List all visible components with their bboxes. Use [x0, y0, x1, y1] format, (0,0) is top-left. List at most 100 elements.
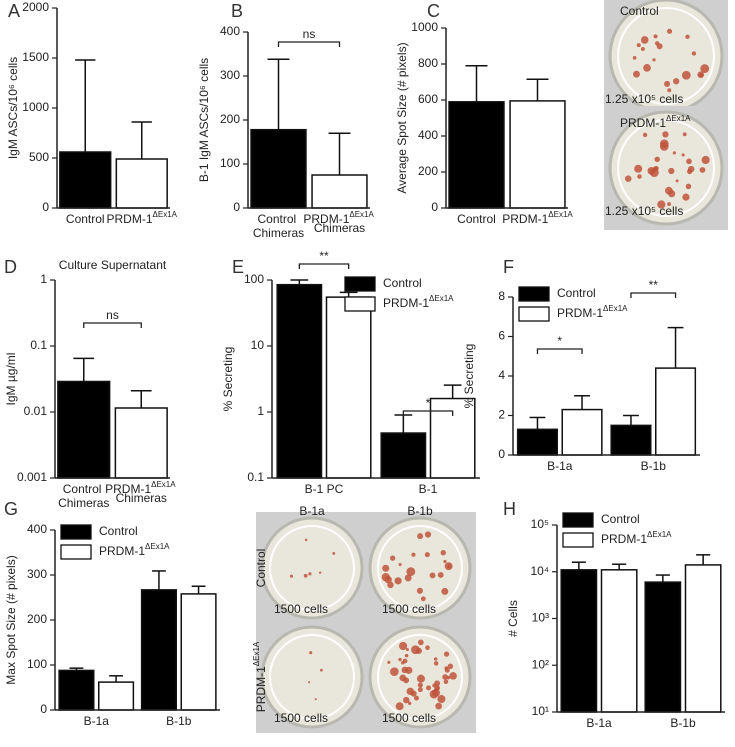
bar: [560, 569, 598, 713]
spot: [443, 651, 450, 657]
panel-letter: G: [4, 499, 18, 519]
spot: [700, 64, 710, 74]
spot: [433, 661, 439, 666]
spot: [415, 647, 422, 654]
spot: [681, 70, 691, 80]
x-tick-label: PRDM-1ΔEx1A: [107, 210, 178, 226]
spot: [653, 34, 658, 39]
spot: [308, 681, 311, 684]
image-column-label: B-1b: [407, 504, 433, 518]
spot: [318, 571, 322, 574]
spot: [640, 36, 649, 44]
spot: [691, 51, 697, 56]
x-tick-label: B-1a: [547, 459, 573, 473]
image-caption: 1500 cells: [382, 711, 436, 725]
y-tick-label: 0.01: [24, 404, 48, 418]
image-caption: 1500 cells: [274, 602, 328, 616]
bar: [610, 424, 652, 456]
spot: [437, 694, 446, 704]
spot: [417, 687, 423, 693]
y-tick-label: 100: [27, 657, 47, 671]
bar: [684, 564, 722, 713]
panel-letter: B: [231, 1, 243, 21]
spot: [441, 587, 449, 595]
spot: [699, 167, 706, 173]
spot: [398, 641, 408, 651]
spot: [390, 667, 399, 677]
legend-label: Control: [383, 276, 422, 290]
spot: [662, 131, 669, 138]
y-tick-label: 1500: [22, 50, 49, 64]
y-tick-label: 10⁵: [531, 517, 549, 531]
y-axis-label: Average Spot Size (# pixels): [395, 42, 409, 193]
spot: [657, 200, 666, 209]
image-label: PRDM-1ΔEx1A: [620, 114, 691, 130]
bar: [600, 569, 638, 713]
spot: [636, 43, 641, 48]
spot: [320, 668, 323, 672]
y-tick-label: 4: [498, 368, 505, 382]
bar: [276, 283, 323, 479]
significance-label: **: [649, 278, 659, 292]
spot: [289, 574, 294, 578]
spot: [449, 672, 457, 680]
spot: [687, 165, 695, 173]
significance-label: *: [426, 396, 431, 410]
spot: [447, 663, 454, 669]
y-axis-label: IgM ASCs/10⁶ cells: [6, 57, 20, 159]
x-tick-label: B-1b: [670, 716, 696, 730]
spot: [701, 155, 710, 165]
bar: [655, 367, 697, 456]
x-tick-label: B-1b: [166, 714, 192, 728]
spot: [442, 674, 449, 680]
plate-rim: [269, 634, 355, 720]
spot: [633, 70, 640, 78]
legend-label: Control: [557, 286, 596, 300]
significance-bracket: [83, 322, 142, 328]
spot: [640, 47, 645, 51]
plate-rim: [269, 525, 355, 611]
y-tick-label: 10²: [532, 657, 549, 671]
y-tick-label: 800: [418, 56, 438, 70]
spot: [417, 533, 424, 540]
spot: [304, 538, 308, 542]
spot: [425, 645, 430, 651]
spot: [416, 587, 423, 594]
y-tick-label: 0: [431, 200, 438, 214]
legend-label: PRDM-1ΔEx1A: [557, 304, 628, 320]
spot: [652, 166, 658, 172]
x-tick-label: PRDM-1ΔEx1A Chimeras: [303, 210, 375, 235]
y-tick-label: 400: [220, 24, 240, 38]
image-caption: 1500 cells: [274, 711, 328, 725]
spot: [433, 688, 438, 693]
legend-swatch: [562, 512, 594, 528]
y-tick-label: 10³: [532, 611, 549, 625]
spot: [652, 58, 656, 62]
spot: [446, 675, 451, 680]
significance-bracket: [536, 348, 583, 354]
legend-swatch: [518, 286, 550, 302]
y-tick-label: 200: [27, 612, 47, 626]
y-tick-label: 0.1: [247, 470, 264, 484]
x-tick-label: Control Chimeras: [58, 482, 109, 510]
y-tick-label: 0.1: [30, 338, 47, 352]
y-axis-label: B-1 IgM ASCs/10⁶ cells: [197, 58, 211, 182]
spot: [424, 552, 430, 558]
y-tick-label: 0: [42, 200, 49, 214]
y-tick-label: 1000: [411, 20, 438, 34]
panel-letter: D: [4, 257, 17, 277]
spot: [637, 174, 642, 179]
x-tick-label: B-1 PC: [305, 482, 344, 496]
legend-swatch: [344, 296, 376, 312]
y-tick-label: 1000: [22, 100, 49, 114]
x-tick-label: B-1a: [586, 716, 612, 730]
spot: [382, 564, 390, 572]
significance-bracket: [402, 410, 454, 416]
y-tick-label: 10: [251, 338, 265, 352]
x-tick-label: B-1: [419, 482, 438, 496]
y-tick-label: 0: [498, 447, 505, 461]
x-tick-label: Control: [66, 212, 105, 226]
y-axis-label: IgM µg/ml: [4, 353, 18, 406]
plate-rim: [377, 634, 463, 720]
bar: [644, 581, 682, 713]
